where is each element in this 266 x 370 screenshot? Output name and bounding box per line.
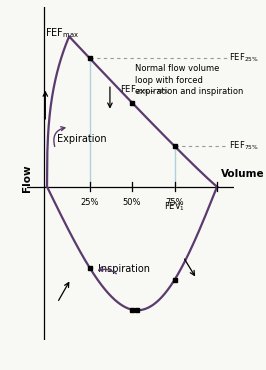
Text: Volume: Volume [221, 169, 264, 179]
Text: 75%: 75% [165, 198, 184, 207]
Text: 50%: 50% [123, 198, 141, 207]
Text: Inspiration: Inspiration [98, 264, 150, 274]
Text: FEF$_{75\%}$: FEF$_{75\%}$ [229, 140, 259, 152]
Text: FEV$_1$: FEV$_1$ [164, 201, 185, 213]
Text: 25%: 25% [80, 198, 99, 207]
Text: Flow: Flow [22, 164, 32, 192]
Text: Normal flow volume
loop with forced
expiration and inspiration: Normal flow volume loop with forced expi… [135, 64, 244, 96]
Text: FEF$_{25\%}$: FEF$_{25\%}$ [229, 52, 259, 64]
Text: FEF$_{25\%-75\%}$: FEF$_{25\%-75\%}$ [120, 84, 170, 96]
Text: Expiration: Expiration [57, 134, 107, 144]
Text: FEF$_{\mathsf{max}}$: FEF$_{\mathsf{max}}$ [45, 26, 79, 40]
